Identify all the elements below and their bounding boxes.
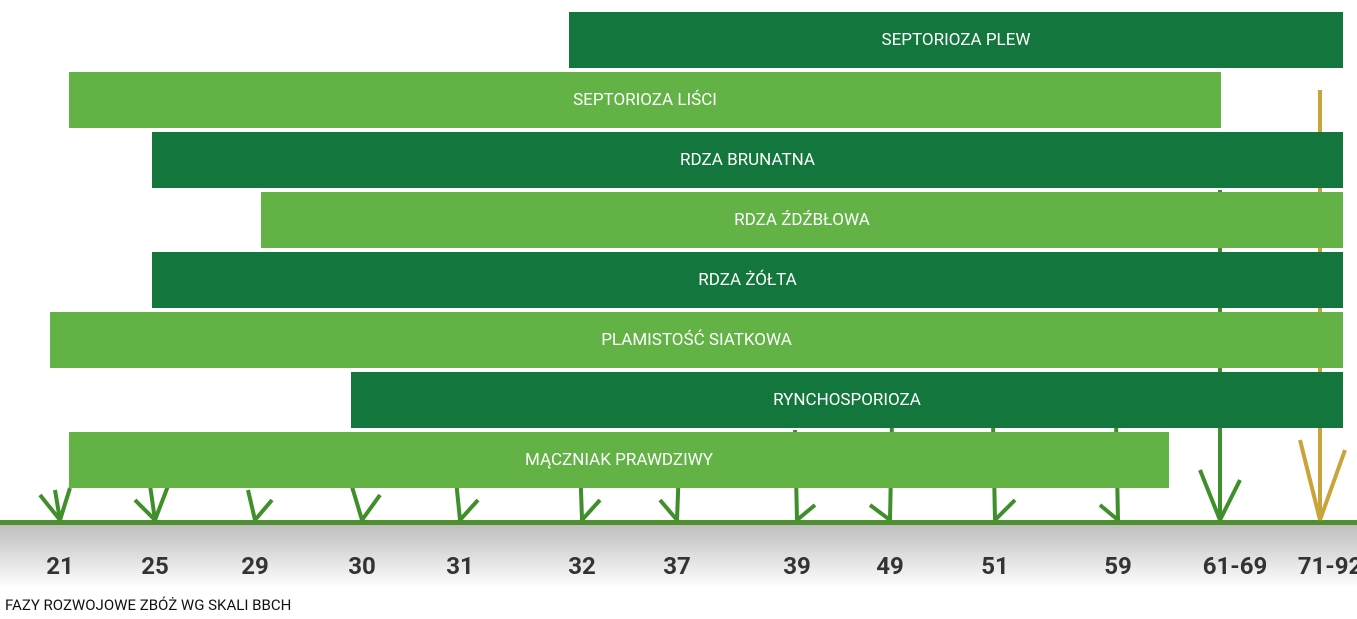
disease-bar: SEPTORIOZA PLEW: [569, 12, 1343, 68]
stage-label: 71-92: [1298, 552, 1357, 580]
stage-label: 61-69: [1203, 552, 1268, 580]
stage-label: 59: [1104, 552, 1132, 580]
disease-bar: RDZA ŹDŹBŁOWA: [261, 192, 1343, 248]
stage-label: 49: [876, 552, 904, 580]
stage-label: 25: [141, 552, 169, 580]
disease-bar: RDZA BRUNATNA: [152, 132, 1343, 188]
stage-label: 32: [568, 552, 596, 580]
stage-label: 29: [241, 552, 269, 580]
disease-bar: SEPTORIOZA LIŚCI: [69, 72, 1221, 128]
disease-bar: PLAMISTOŚĆ SIATKOWA: [50, 312, 1343, 368]
stage-label: 30: [348, 552, 376, 580]
disease-bar: RDZA ŻÓŁTA: [152, 252, 1343, 308]
disease-bar: RYNCHOSPORIOZA: [351, 372, 1343, 428]
stage-label: 51: [981, 552, 1009, 580]
stage-label: 37: [663, 552, 691, 580]
stage-label: 31: [446, 552, 474, 580]
disease-bar: MĄCZNIAK PRAWDZIWY: [69, 432, 1169, 488]
caption: FAZY ROZWOJOWE ZBÓŻ WG SKALI BBCH: [5, 596, 291, 614]
grass-line: [0, 520, 1357, 525]
infographic: SEPTORIOZA PLEWSEPTORIOZA LIŚCIRDZA BRUN…: [0, 0, 1357, 619]
stage-label: 21: [46, 552, 74, 580]
stage-label: 39: [783, 552, 811, 580]
